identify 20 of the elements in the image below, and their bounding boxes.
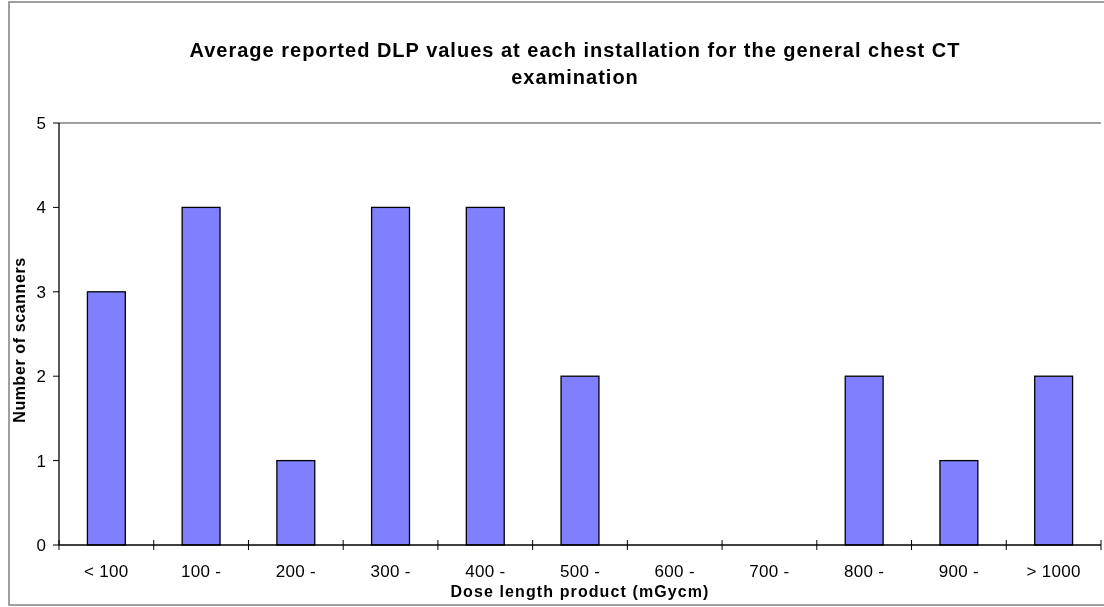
x-tick-label: 900 - <box>938 562 980 581</box>
x-tick-label: 400 - <box>465 562 506 581</box>
x-tick-label: 800 - <box>844 562 885 581</box>
x-tick-label: 200 - <box>275 562 316 581</box>
y-tick-label: 4 <box>36 198 46 218</box>
x-tick-label: 100 - <box>180 562 222 581</box>
y-tick-label: 2 <box>36 367 46 387</box>
x-tick-label: 700 - <box>749 562 790 581</box>
x-tick-label: 500 - <box>559 562 601 581</box>
x-tick-label: < 100 <box>84 562 129 581</box>
y-tick-label: 3 <box>36 282 46 302</box>
chart-title: Average reported DLP values at each installation for the general chest CT examination <box>189 39 961 88</box>
y-axis-title: Number of scanners <box>11 257 28 423</box>
y-tick-label: 5 <box>36 113 46 133</box>
y-tick-label: 0 <box>36 535 46 555</box>
x-tick-label: > 1000 <box>1026 562 1081 581</box>
x-axis-title: Dose length product (mGycm) <box>450 583 710 600</box>
x-tick-label: 600 - <box>654 562 695 581</box>
y-tick-label: 1 <box>36 451 46 471</box>
x-tick-label: 300 - <box>370 562 411 581</box>
